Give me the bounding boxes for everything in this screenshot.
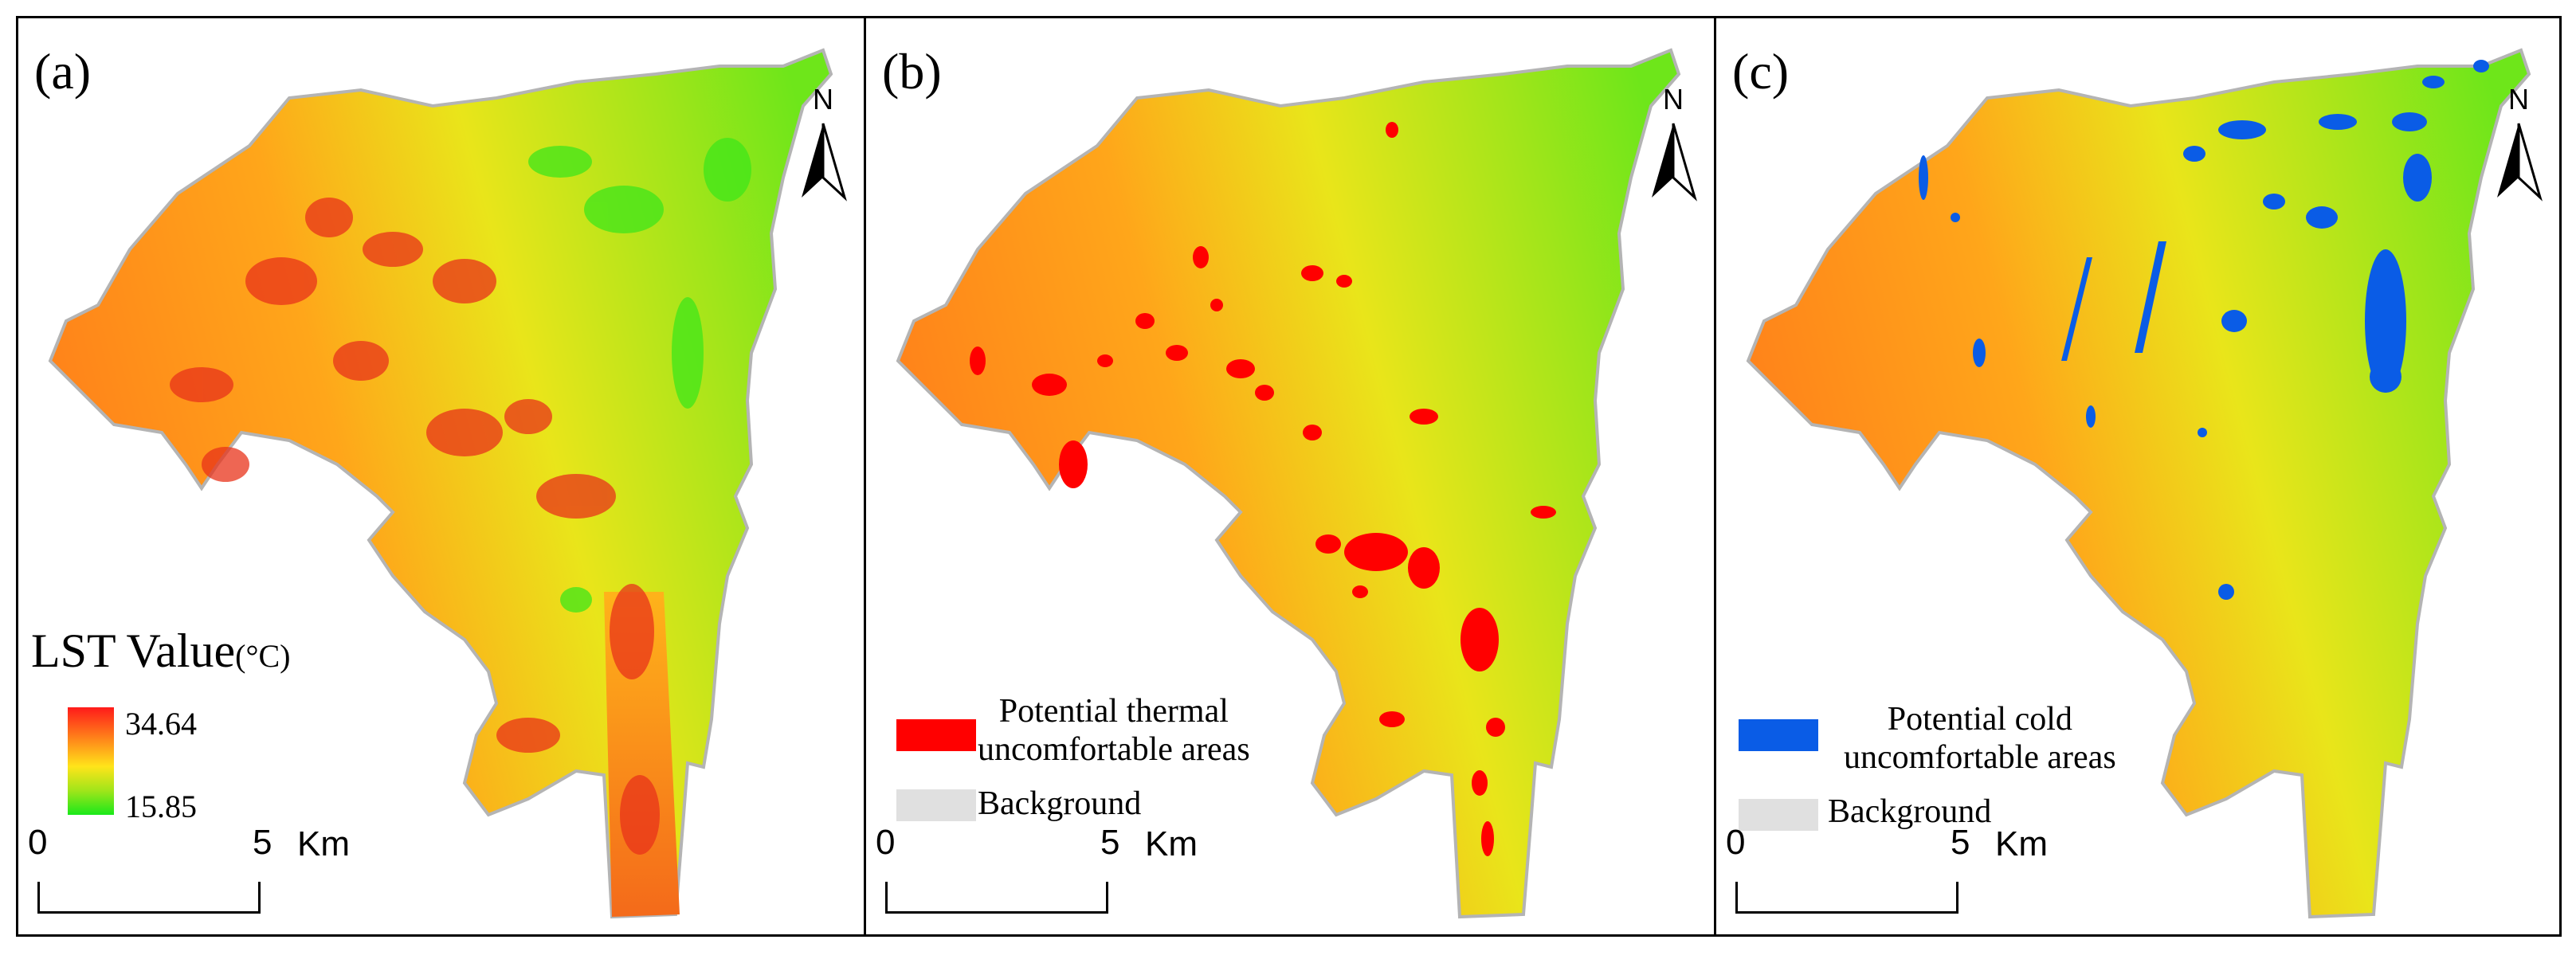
scale-start: 0 (1726, 823, 1746, 862)
scale-line (1735, 882, 1958, 914)
scale-mid: 5 (1100, 823, 1120, 862)
scale-bar: 0 5 Km (1726, 823, 2048, 926)
lst-color-ramp (68, 707, 114, 815)
hot-spots (170, 198, 660, 855)
scale-start: 0 (28, 823, 48, 862)
legend-thermal-line1: Potential thermal (998, 693, 1229, 730)
legend-title: LST Value(°C) (31, 624, 290, 679)
cold-uncomfortable-patches (1919, 60, 2489, 600)
scale-unit: Km (297, 824, 350, 863)
panel-label: (b) (882, 43, 942, 100)
legend-swatch-background (896, 789, 976, 821)
scale-unit: Km (1145, 824, 1198, 863)
north-arrow-icon: N (1652, 83, 1697, 202)
scale-mid: 5 (253, 823, 272, 862)
cold-linear-feature-2 (2061, 257, 2092, 361)
scale-bar: 0 5 Km (876, 823, 1198, 926)
thermal-uncomfortable-patches (970, 122, 1556, 856)
legend-label-thermal: Potential thermal uncomfortable areas (978, 692, 1250, 769)
panel-b-thermal-map: (b) N Potential thermal uncomfortable ar… (864, 16, 1716, 937)
ramp-min-label: 15.85 (125, 789, 197, 824)
legend-swatch-background (1739, 799, 1818, 831)
lst-map-area (48, 48, 833, 919)
legend-cold-line2: uncomfortable areas (1844, 739, 2116, 776)
legend-thermal-line2: uncomfortable areas (978, 731, 1250, 768)
legend-label-background: Background (978, 785, 1142, 822)
panel-label: (c) (1732, 43, 1790, 100)
scale-mid: 5 (1951, 823, 1970, 862)
ramp-max-label: 34.64 (125, 706, 197, 742)
panel-label: (a) (34, 43, 92, 100)
north-arrow-icon: N (2497, 83, 2543, 202)
scale-line (37, 882, 261, 914)
legend-swatch-thermal (896, 719, 976, 751)
scale-start: 0 (876, 823, 896, 862)
cool-spots (528, 138, 751, 613)
scale-bar: 0 5 Km (28, 823, 350, 926)
legend-unit: (°C) (235, 638, 291, 674)
legend-title-text: LST Value (31, 624, 236, 677)
north-label: N (2508, 83, 2529, 115)
cold-linear-feature (2135, 241, 2166, 353)
thermal-map-area (896, 49, 1680, 918)
scale-unit: Km (1995, 824, 2048, 863)
north-label: N (813, 83, 833, 115)
panel-a-lst-map: (a) N LST Value(°C) 34.64 15.85 0 5 Km (16, 16, 866, 937)
north-arrow-icon: N (802, 83, 847, 202)
north-label: N (1663, 83, 1684, 115)
scale-line (885, 882, 1108, 914)
panel-c-cold-map: (c) N Potential cold uncomfortable areas… (1714, 16, 2562, 937)
cold-map-area (1747, 49, 2531, 918)
legend-cold-line1: Potential cold (1887, 701, 2072, 738)
legend-label-background: Background (1828, 793, 1992, 830)
legend-swatch-cold (1739, 719, 1818, 751)
legend-label-cold: Potential cold uncomfortable areas (1844, 700, 2116, 777)
